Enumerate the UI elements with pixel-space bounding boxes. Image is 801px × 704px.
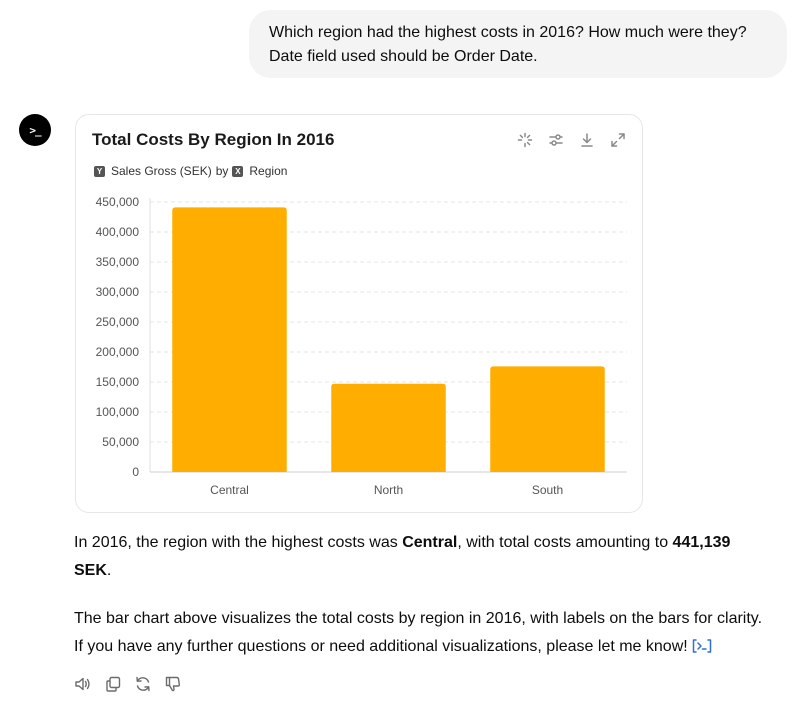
y-tick-label: 100,000 xyxy=(96,405,140,419)
bar-central[interactable] xyxy=(172,207,287,472)
answer-region: Central xyxy=(402,534,458,551)
message-actions xyxy=(73,674,183,694)
chart-title: Total Costs By Region In 2016 xyxy=(92,130,335,149)
y-tick-label: 0 xyxy=(132,465,139,479)
x-tick-label: South xyxy=(532,483,563,497)
x-field-label: Region xyxy=(249,164,288,178)
bar-south[interactable] xyxy=(490,366,605,472)
answer-text: , with total costs amounting to xyxy=(457,534,673,551)
sliders-icon[interactable] xyxy=(546,131,566,149)
source-citation-icon[interactable] xyxy=(692,636,712,664)
copy-icon[interactable] xyxy=(103,674,123,694)
download-icon[interactable] xyxy=(577,131,597,149)
user-message-line-2: Date field used should be Order Date. xyxy=(269,48,538,65)
answer-line: If you have any further questions or nee… xyxy=(74,638,688,655)
y-tick-label: 400,000 xyxy=(96,225,140,239)
bar-north[interactable] xyxy=(331,383,446,472)
y-tick-label: 350,000 xyxy=(96,255,140,269)
chart-toolbar xyxy=(515,131,628,149)
chart-axis-summary: Y Sales Gross (SEK) by X Region xyxy=(94,164,287,178)
speaker-icon[interactable] xyxy=(73,674,93,694)
answer-line: The bar chart above visualizes the total… xyxy=(74,610,763,627)
answer-text: In 2016, the region with the highest cos… xyxy=(74,534,403,551)
answer-amount: 441,139 xyxy=(672,534,731,551)
x-tick-label: North xyxy=(374,483,403,497)
y-tick-label: 250,000 xyxy=(96,315,140,329)
answer-text: . xyxy=(106,562,112,579)
chart-card: 0 50,000 100,000 150,000 200,000 250,000 300,0… xyxy=(75,114,643,513)
y-tick-label: 450,000 xyxy=(96,195,140,209)
sparkle-icon[interactable] xyxy=(515,131,535,149)
answer-paragraph-1: In 2016, the region with the highest cos… xyxy=(74,529,786,585)
expand-icon[interactable] xyxy=(608,131,628,149)
user-message-bubble: Which region had the highest costs in 20… xyxy=(249,10,787,78)
user-message-line-1: Which region had the highest costs in 20… xyxy=(269,24,747,41)
assistant-avatar: >_ xyxy=(19,114,51,146)
y-tick-label: 150,000 xyxy=(96,375,140,389)
answer-paragraph-2: The bar chart above visualizes the total… xyxy=(74,605,786,664)
x-tick-label: Central xyxy=(210,483,249,497)
y-tick-label: 300,000 xyxy=(96,285,140,299)
regenerate-icon[interactable] xyxy=(133,674,153,694)
y-tick-label: 200,000 xyxy=(96,345,140,359)
bar-chart: 0 50,000 100,000 150,000 200,000 250,000 300,0… xyxy=(96,195,627,497)
y-axis-chip: Y xyxy=(94,165,105,177)
by-label: by xyxy=(215,164,229,178)
y-tick-label: 50,000 xyxy=(102,435,139,449)
thumbs-down-icon[interactable] xyxy=(163,674,183,694)
answer-currency: SEK xyxy=(74,562,107,579)
y-field-label: Sales Gross (SEK) xyxy=(111,164,212,178)
answer-line-last: If you have any further questions or nee… xyxy=(74,633,786,664)
x-axis-chip: X xyxy=(232,165,244,177)
